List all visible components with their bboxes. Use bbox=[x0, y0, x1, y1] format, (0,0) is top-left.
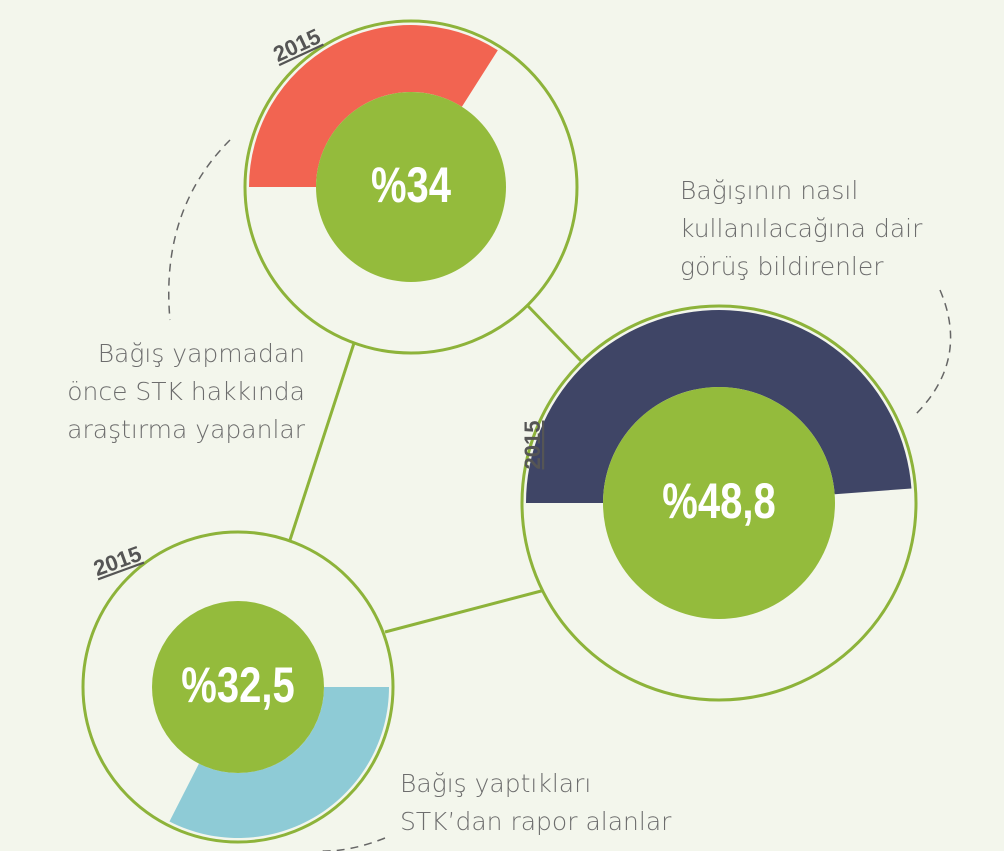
description-line: STK’dan rapor alanlar bbox=[400, 807, 672, 836]
donut-segment bbox=[249, 24, 498, 187]
value-label: %32,5 bbox=[181, 657, 294, 713]
description-line: araştırma yapanlar bbox=[67, 415, 306, 444]
donut-center bbox=[152, 601, 324, 773]
connector bbox=[288, 339, 357, 541]
description-line: Bağış yapmadan bbox=[98, 339, 305, 368]
donut-segment bbox=[526, 309, 912, 503]
donut-center bbox=[603, 387, 835, 619]
dashed-guide bbox=[914, 289, 952, 416]
value-label: %48,8 bbox=[662, 473, 775, 529]
year-label: 2015 bbox=[520, 421, 545, 470]
donut-segment bbox=[169, 687, 389, 838]
connector bbox=[525, 303, 584, 364]
dashed-guide bbox=[320, 837, 386, 851]
dashed-guide bbox=[168, 139, 231, 321]
charts: %34 2015 Bağış yapmadan önce STK hakkında ar… bbox=[67, 19, 923, 844]
description-line: görüş bildirenler bbox=[680, 252, 884, 281]
donut-chart: %48,8 2015 Bağışının nasıl kullanılacağına … bbox=[520, 176, 923, 702]
dashed-guides bbox=[168, 139, 952, 851]
donut-center bbox=[316, 92, 506, 282]
description-line: kullanılacağına dair bbox=[680, 214, 923, 243]
description-line: Bağış yaptıkları bbox=[400, 769, 591, 798]
value-label: %34 bbox=[371, 157, 451, 213]
connector bbox=[384, 588, 546, 634]
description-line: önce STK hakkında bbox=[67, 377, 305, 406]
description-line: Bağışının nasıl bbox=[680, 176, 858, 205]
connectors bbox=[288, 303, 584, 634]
